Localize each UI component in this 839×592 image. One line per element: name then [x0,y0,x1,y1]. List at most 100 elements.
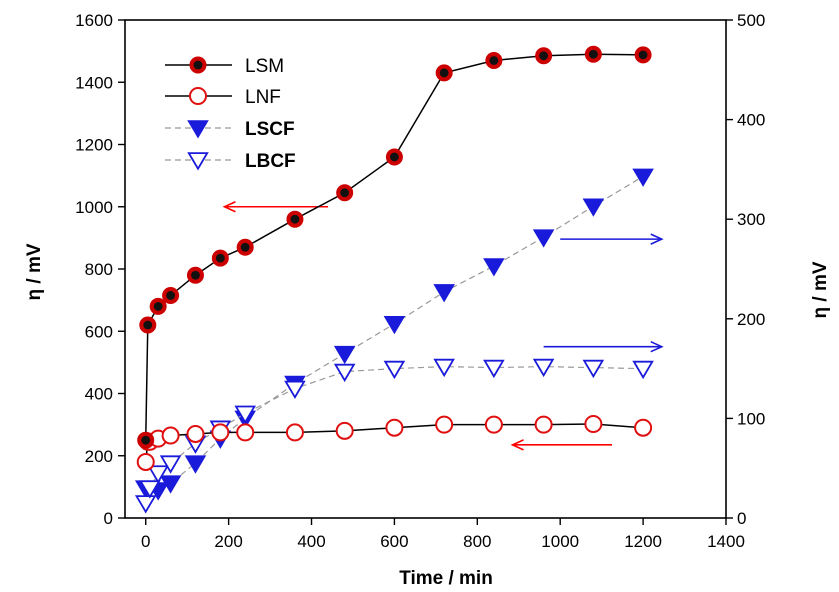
data-point [582,359,605,379]
x-axis-title: Time / min [399,568,493,589]
legend-label: LSCF [245,119,295,140]
data-point-core [588,49,598,59]
x-tick-label: 0 [141,532,150,551]
right-y-axis: 0 100 200 300 400 500 [726,11,765,528]
x-tick-label: 1400 [707,532,745,551]
data-point [335,421,354,440]
y-left-tick-label: 1000 [75,198,113,217]
data-point-core [290,214,300,224]
data-point [532,229,555,248]
annotation-arrows [222,201,664,451]
data-point [333,345,356,365]
data-point [584,415,603,434]
y-left-tick-label: 200 [85,447,113,466]
legend-label: LNF [245,87,281,108]
y-left-tick-label: 400 [85,385,113,404]
data-point [532,358,555,378]
arrow-head [222,201,236,213]
legend-item-lsm: LSM [165,56,284,77]
series-layer [134,45,654,514]
arrow-head [650,233,664,245]
data-point [285,423,304,442]
x-tick-label: 1000 [541,532,579,551]
arrow-head [510,439,524,451]
data-point [136,452,155,471]
y-left-tick-label: 600 [85,322,113,341]
data-point [483,258,505,277]
y-right-tick-label: 0 [737,509,746,528]
data-point [484,415,503,434]
legend: LSM LNF LSCF LBCF [165,56,296,172]
data-point [187,152,209,171]
left-y-axis: 0 200 400 600 800 1000 1200 1400 1600 [75,11,125,528]
data-point [284,380,306,400]
x-tick-label: 600 [380,532,408,551]
data-point-core [240,242,250,252]
plot-border [124,19,727,519]
data-point [187,120,209,139]
data-point [159,475,182,494]
y-right-tick-label: 300 [737,210,765,229]
data-point-core [539,51,549,61]
x-tick-label: 1200 [624,532,662,551]
series-lbcf [134,358,654,514]
series-lscf [134,168,654,501]
y-left-tick-label: 1200 [75,136,113,155]
left-y-axis-title: η / mV [24,243,45,300]
legend-item-lbcf: LBCF [165,151,296,172]
arrow-head [650,340,664,353]
legend-label: LSM [245,56,284,77]
y-right-tick-label: 500 [737,11,765,30]
data-point [189,87,207,105]
y-left-tick-label: 800 [85,260,113,279]
x-axis: 0 200 400 600 800 1000 1200 1400 [141,518,745,551]
y-right-tick-label: 200 [737,310,765,329]
data-point-core [141,435,151,445]
data-point [433,358,455,378]
data-point-core [191,270,200,280]
data-point-core [340,188,350,198]
data-point [433,284,455,303]
data-point [385,418,404,437]
data-point [582,198,605,217]
data-point [435,415,454,434]
data-point [632,168,654,187]
data-point-core [153,301,163,311]
data-point [134,495,157,514]
legend-item-lscf: LSCF [165,119,295,140]
y-left-tick-label: 0 [104,509,113,528]
data-point [632,360,654,380]
data-point [161,426,180,445]
data-point [333,363,356,383]
data-point [184,455,207,474]
series-lsm [137,45,652,449]
y-left-tick-label: 1600 [75,11,113,30]
x-tick-label: 400 [297,532,325,551]
data-point-core [193,60,203,70]
y-right-tick-label: 100 [737,409,765,428]
data-point [211,423,230,442]
data-point [383,315,406,335]
data-point [234,405,256,424]
data-point-core [166,291,175,300]
series-line [144,53,644,441]
data-point [483,359,505,379]
legend-label: LBCF [245,151,296,172]
right-y-axis-title: η / mV [810,261,831,318]
data-point [383,360,406,380]
plot-frame [124,19,727,519]
data-point-core [638,50,648,60]
data-point-core [143,320,153,330]
y-right-tick-label: 400 [737,111,765,130]
data-point [186,424,205,443]
x-tick-label: 800 [463,532,491,551]
data-point [139,480,161,499]
data-point [634,418,653,437]
data-point [236,423,255,442]
data-point-core [439,68,449,78]
data-point-core [215,253,225,263]
x-tick-label: 200 [214,532,242,551]
data-point-core [489,56,499,65]
data-point [147,465,169,484]
